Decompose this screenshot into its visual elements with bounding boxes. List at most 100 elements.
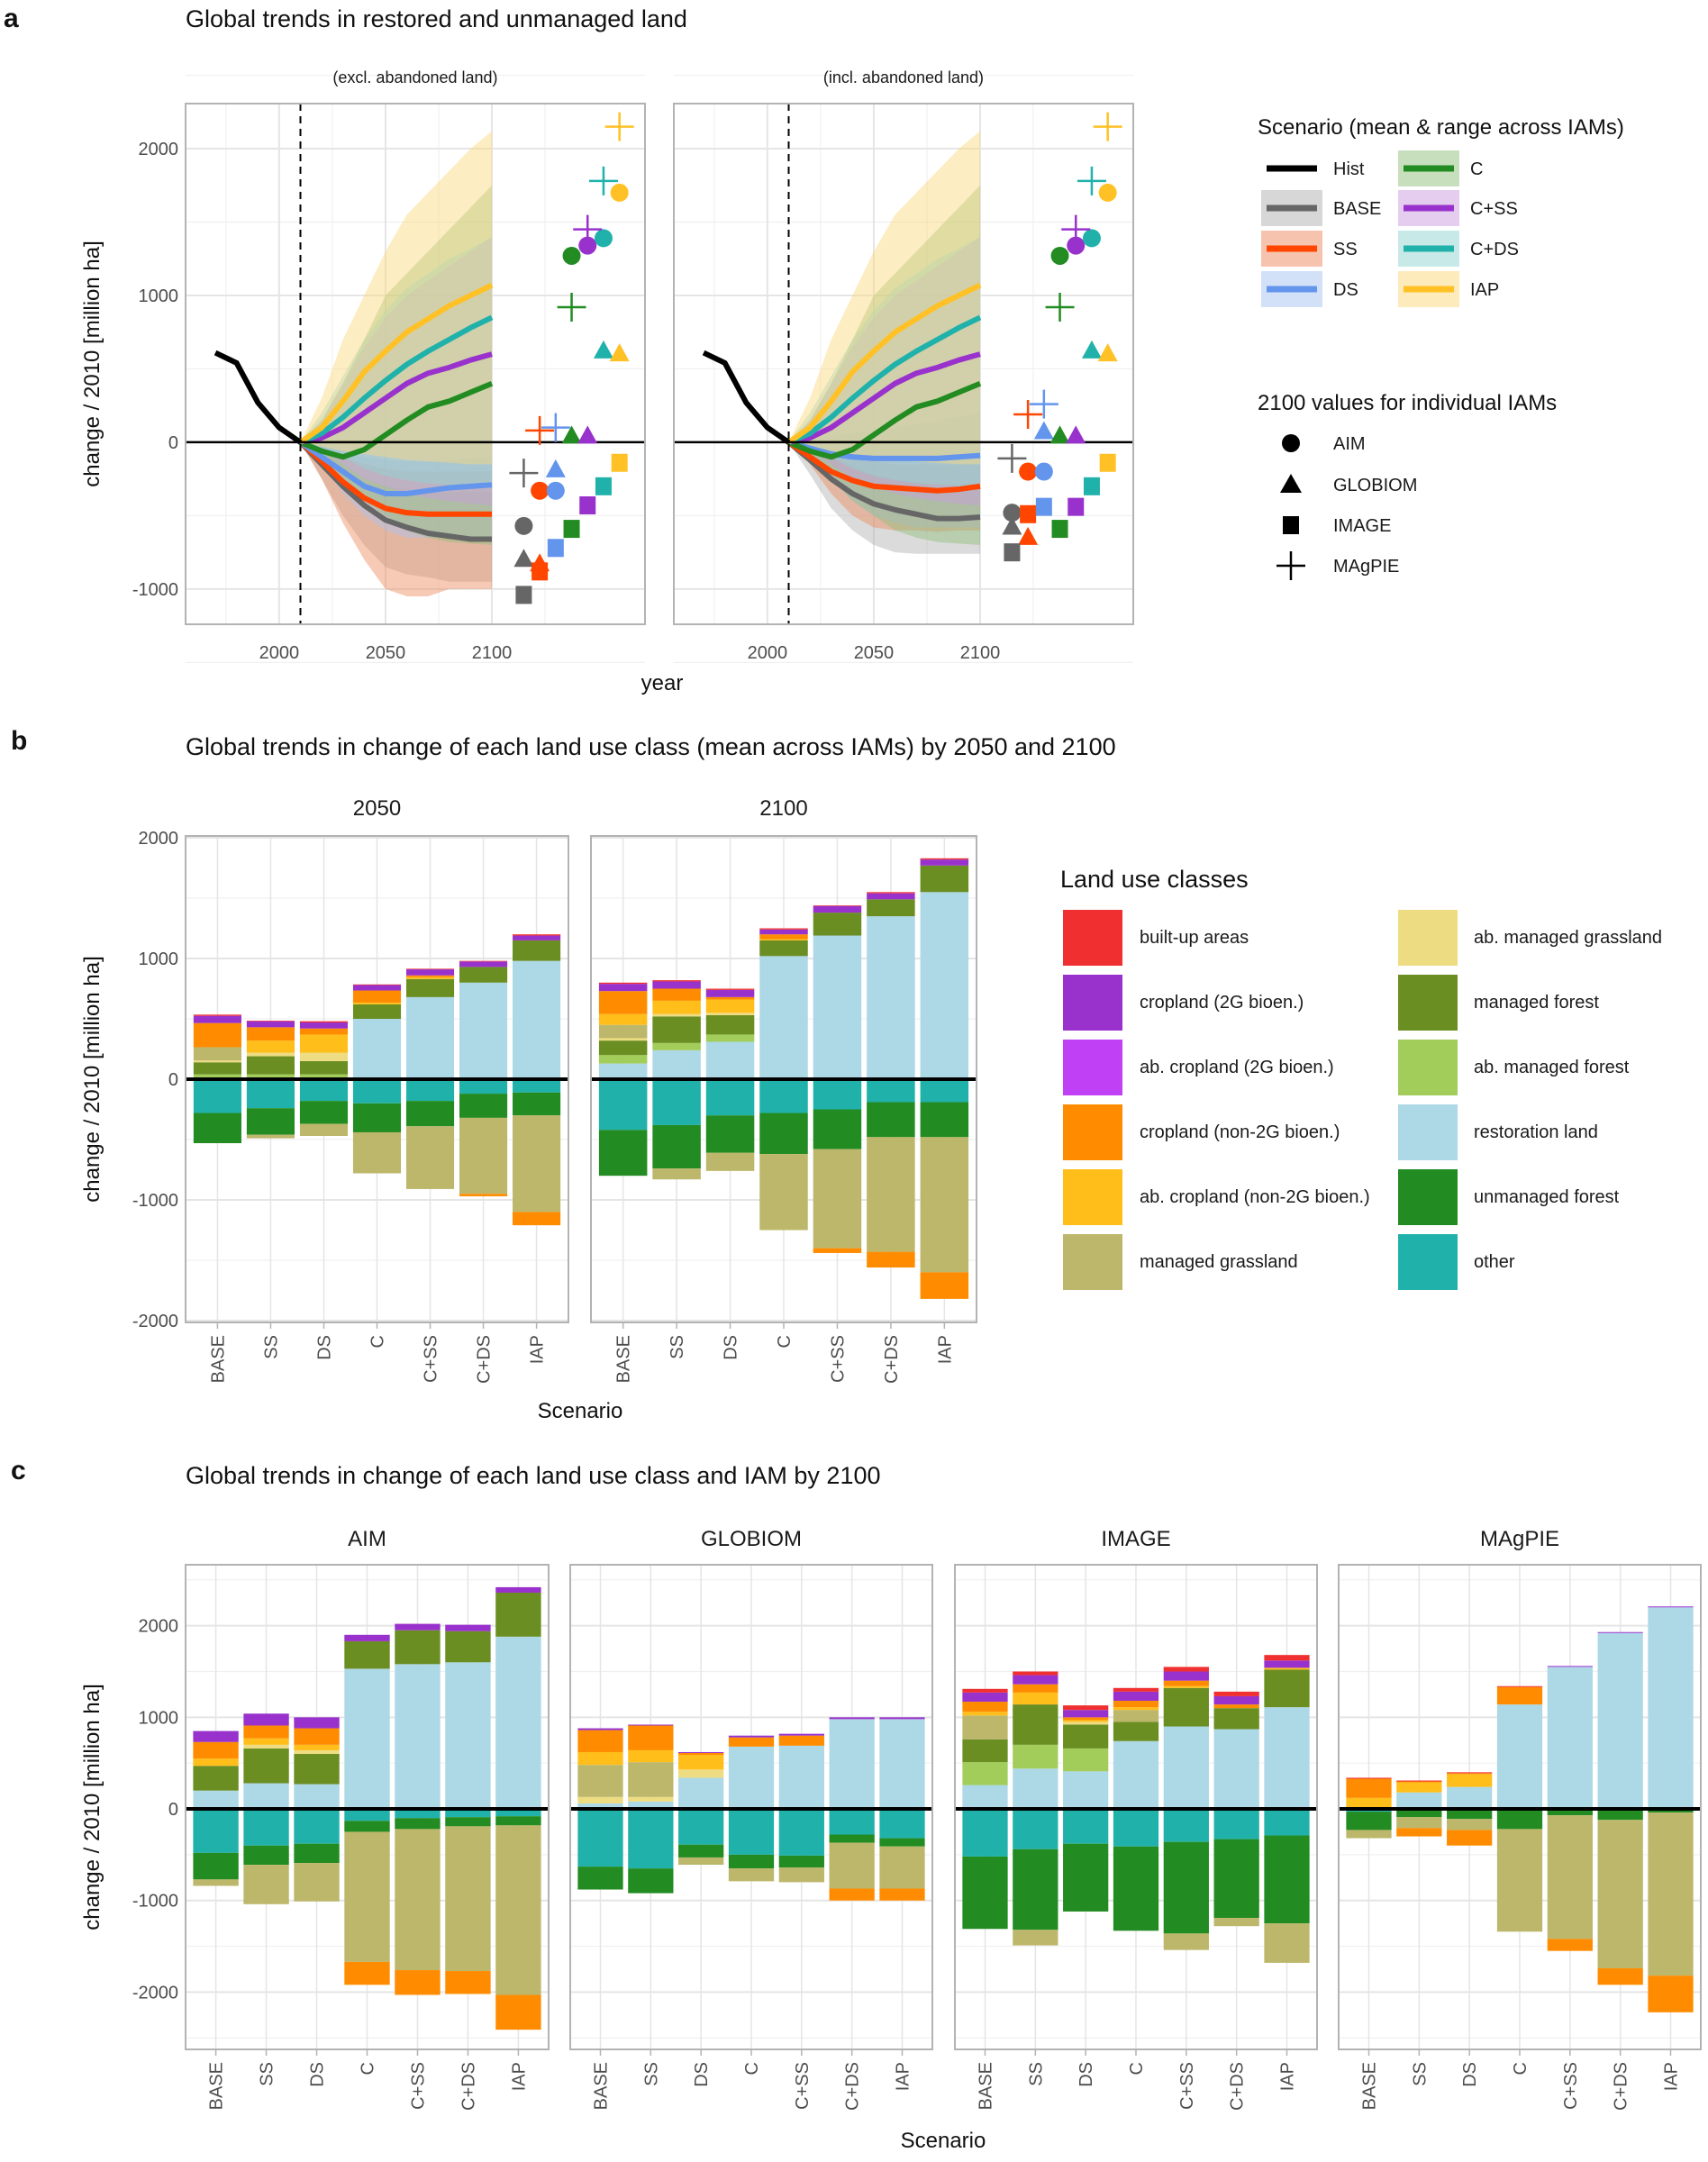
chart-title: Global trends in change of each land use…: [186, 1462, 881, 1489]
bar-segment-cn: [705, 996, 755, 1000]
bar-segment-rl: [243, 1783, 289, 1810]
bar-segment-uf: [1447, 1810, 1493, 1820]
bar-segment-bu: [352, 984, 402, 986]
bar-segment-rl: [652, 1049, 701, 1079]
marker-magpie-c-ds: [1077, 166, 1106, 195]
legend-label: IMAGE: [1333, 516, 1391, 536]
y-tick-label: -1000: [132, 580, 178, 600]
series-line-c: [787, 380, 982, 460]
bar-segment-rl: [829, 1719, 875, 1810]
facet-image: IMAGE BASE SS DS C C+SS C+DS IAP: [954, 1527, 1318, 2111]
bar-segment-cn: [294, 1728, 340, 1745]
bar-segment-mf: [344, 1640, 390, 1669]
bar-ss: [246, 1021, 295, 1139]
bar-segment-ot: [1113, 1809, 1159, 1847]
y-tick-label: 0: [168, 433, 178, 453]
marker-image-c: [1051, 520, 1068, 539]
bar-segment-rl: [495, 1636, 541, 1810]
bar-segment-c2: [445, 1624, 491, 1631]
bar-segment-bu: [1013, 1671, 1058, 1676]
bar-segment-acn: [246, 1040, 295, 1053]
bar-segment-mg: [299, 1123, 349, 1136]
legend-swatch: [1063, 975, 1122, 1031]
bar-segment-cn: [243, 1725, 289, 1739]
bar-c: [1496, 1685, 1543, 1932]
series-line-ds: [787, 440, 981, 461]
marker-aim-c-ss: [578, 236, 597, 255]
bar-segment-c2: [813, 905, 862, 913]
x-tick-label: BASE: [207, 2062, 227, 2110]
legend-label: managed grassland: [1140, 1252, 1298, 1272]
x-tick-label: C+DS: [459, 2062, 478, 2111]
legend-label: C+DS: [1470, 240, 1519, 259]
x-tick-label: SS: [668, 1335, 687, 1359]
facet-label: 2100: [759, 796, 807, 821]
bar-segment-mg: [459, 1117, 508, 1195]
x-tick-label: BASE: [1360, 2062, 1380, 2110]
bar-segment-rl: [628, 1801, 674, 1810]
bar-segment-bu: [1113, 1687, 1159, 1692]
bar-segment-c2: [778, 1733, 824, 1736]
y-axis-title: change / 2010 [million ha]: [80, 241, 104, 487]
marker-image-c: [563, 520, 580, 539]
bar-segment-bu: [962, 1688, 1008, 1693]
bar-segment-uf: [879, 1838, 925, 1847]
bar-ds: [678, 1751, 724, 1866]
bar-iap: [513, 934, 561, 1226]
bar-segment-ot: [577, 1809, 623, 1867]
x-tick-label: BASE: [614, 1335, 634, 1383]
bar-segment-uf: [459, 1094, 508, 1118]
bar-segment-acn: [652, 1000, 701, 1014]
legend-item-globiom: GLOBIOM: [1280, 474, 1417, 495]
marker-magpie-ds: [1029, 389, 1058, 419]
bar-segment-rl: [1264, 1707, 1310, 1810]
legend-item-c-ss: C+SS: [1398, 190, 1518, 226]
x-tick-label: DS: [1460, 2062, 1480, 2087]
legend-item-amf: ab. managed forest: [1398, 1040, 1630, 1095]
bar-segment-cn: [1447, 1830, 1493, 1846]
bar-segment-mg: [1264, 1923, 1310, 1963]
bar-segment-uf: [813, 1109, 862, 1149]
bar-segment-mg: [193, 1879, 239, 1886]
facet-label: MAgPIE: [1480, 1527, 1559, 1551]
legend-label: restoration land: [1474, 1122, 1598, 1142]
marker-magpie-base: [509, 459, 539, 488]
bar-segment-c2: [1648, 1606, 1694, 1608]
bar-segment-ot: [495, 1809, 541, 1817]
marker-image-c-ss: [1068, 497, 1085, 516]
bar-segment-uf: [867, 1102, 915, 1138]
bar-segment-mg: [1547, 1815, 1593, 1939]
bar-segment-bu: [193, 1014, 241, 1016]
bar-segment-uf: [705, 1115, 755, 1153]
bar-segment-uf: [193, 1852, 239, 1880]
x-tick-label: BASE: [592, 2062, 612, 2110]
series-line-ss: [786, 440, 981, 494]
bar-segment-acn: [577, 1751, 623, 1766]
bar-segment-amg: [628, 1796, 674, 1802]
bar-segment-mg: [193, 1047, 241, 1061]
bar-base: [577, 1728, 623, 1890]
bar-segment-rl: [445, 1662, 491, 1810]
bar-segment-rl: [344, 1668, 390, 1810]
bar-segment-cn: [352, 990, 402, 1003]
bar-segment-mf: [445, 1631, 491, 1663]
x-tick-label: C: [368, 1335, 388, 1348]
x-tick-label: C+DS: [1612, 2062, 1631, 2111]
bar-segment-rl: [962, 1785, 1008, 1810]
bar-segment-amf: [1013, 1744, 1058, 1769]
y-axis-title: change / 2010 [million ha]: [80, 1684, 104, 1930]
legend-item-cn: cropland (non-2G bioen.): [1063, 1104, 1340, 1160]
bar-segment-cn: [867, 1251, 915, 1268]
bar-segment-uf: [246, 1108, 295, 1135]
bar-segment-cn: [1013, 1684, 1058, 1693]
bar-segment-mg: [728, 1868, 775, 1882]
bar-segment-acn: [1396, 1782, 1442, 1793]
bar-segment-uf: [1264, 1835, 1310, 1924]
chart-title: Global trends in change of each land use…: [186, 733, 1116, 760]
bar-c-ds: [1597, 1631, 1643, 1985]
x-tick-label: C: [1511, 2062, 1531, 2075]
bar-segment-mg: [598, 1024, 648, 1039]
facet-2050: 2050 BASE SS DS C C+SS C+DS IAP -2000 -1000 0 1000 2…: [132, 796, 569, 1384]
bar-segment-cn: [598, 991, 648, 1014]
legend-item-base: BASE: [1261, 190, 1381, 226]
